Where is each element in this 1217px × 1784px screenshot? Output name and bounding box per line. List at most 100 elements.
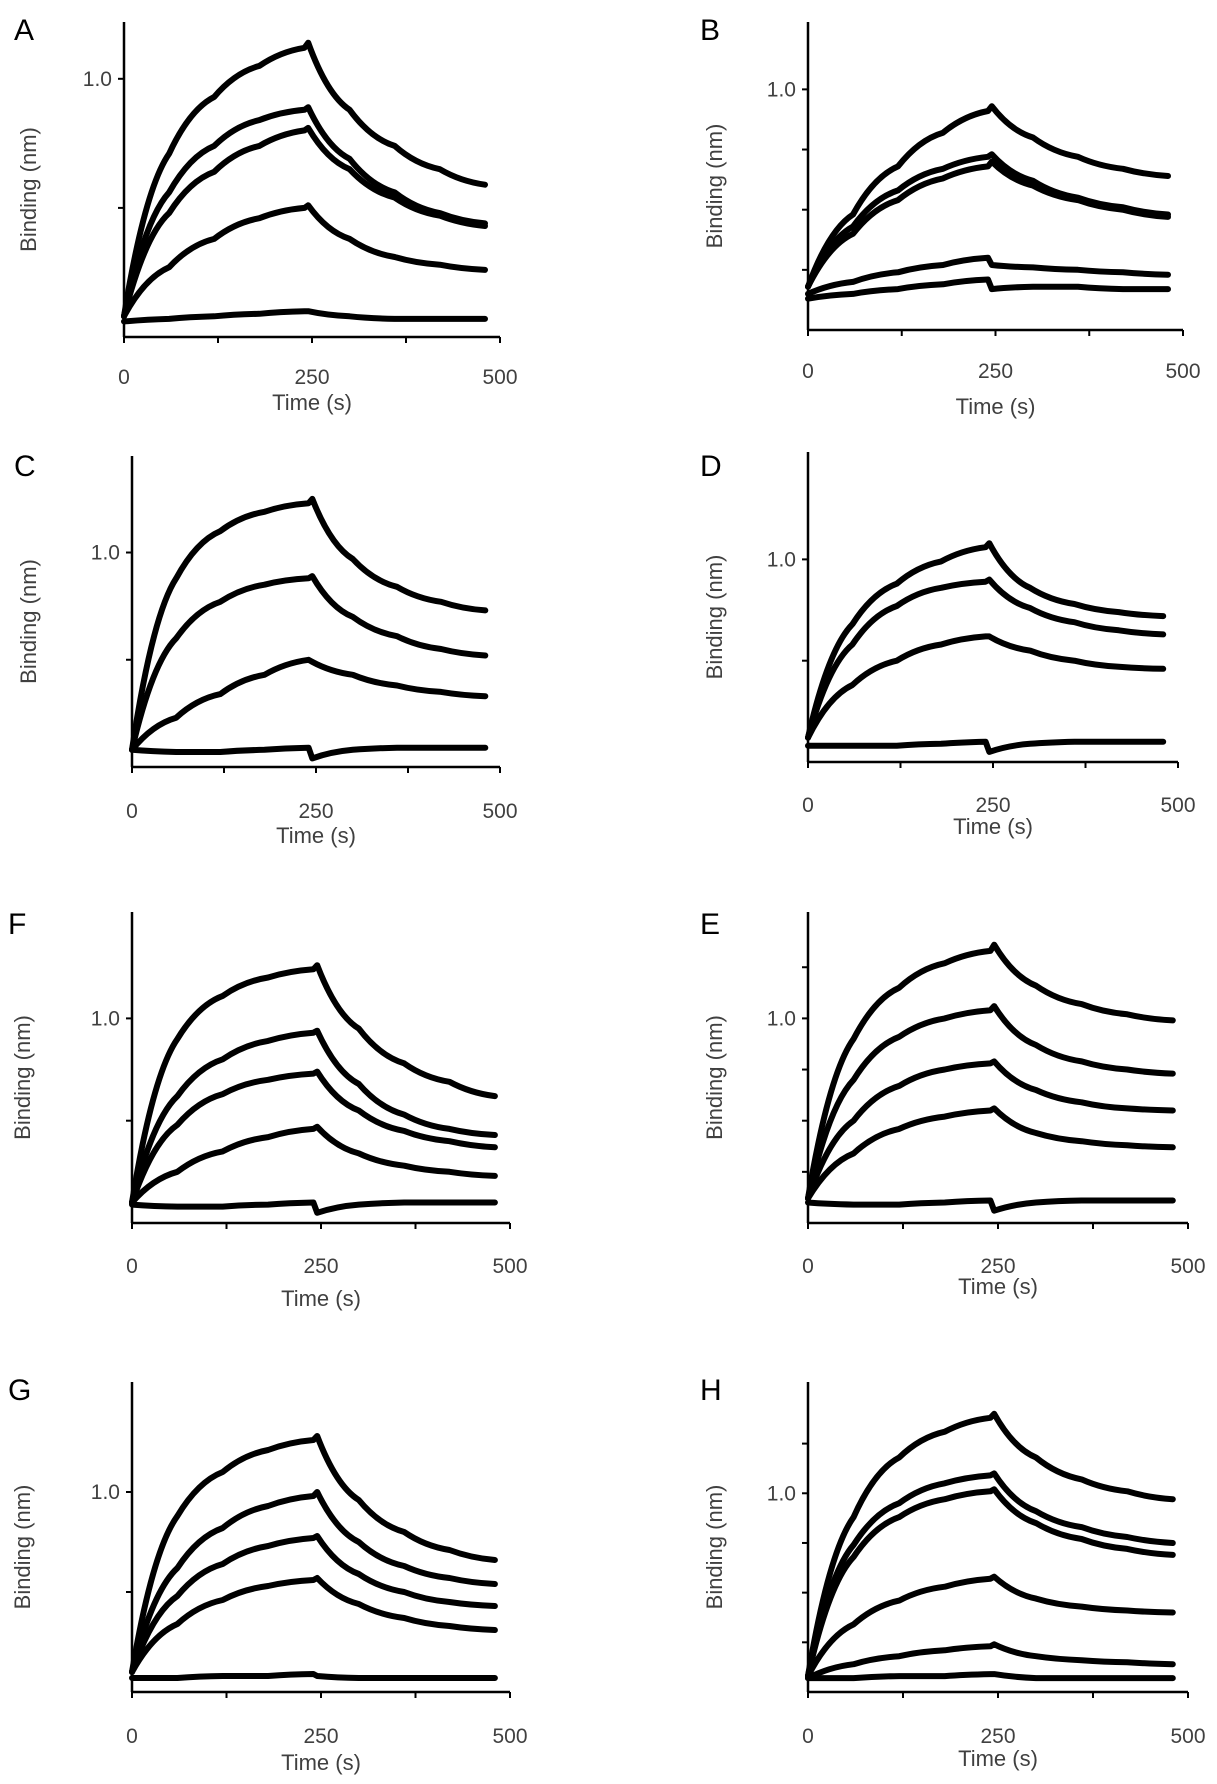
series-line-c-3	[129, 656, 489, 753]
x-tick-label: 250	[298, 800, 333, 823]
x-axis-label: Time (s)	[281, 1286, 361, 1311]
x-tick-label: 250	[303, 1255, 338, 1278]
series-line-d-2	[805, 576, 1167, 741]
y-tick-label: 1.0	[83, 68, 112, 91]
y-axis-label: Binding (nm)	[16, 127, 41, 252]
x-axis-label: Time (s)	[953, 814, 1033, 839]
series-line-a-2	[121, 104, 488, 320]
series-line-h-2	[805, 1470, 1176, 1680]
x-tick-label: 500	[1160, 794, 1195, 817]
panel-letter-b: B	[700, 14, 720, 47]
series-line-d-4	[805, 738, 1167, 755]
x-axis-label: Time (s)	[958, 1746, 1038, 1771]
series-line-f-4	[129, 1123, 498, 1206]
x-tick-label: 0	[118, 366, 130, 389]
series-line-d-1	[805, 540, 1167, 741]
series-line-c-2	[129, 573, 489, 753]
x-tick-label: 250	[975, 794, 1010, 817]
panel-c: C 0 250 500 1.0 Time (s) Binding (nm)	[14, 450, 518, 848]
panel-letter-h: H	[700, 1374, 722, 1407]
y-axis-label: Binding (nm)	[702, 1015, 727, 1140]
x-tick-label: 500	[1170, 1255, 1205, 1278]
series-line-a-1	[121, 39, 488, 320]
x-tick-label: 500	[492, 1255, 527, 1278]
series-line-c-1	[129, 495, 489, 753]
x-tick-label: 0	[802, 794, 814, 817]
x-axis-label: Time (s)	[276, 823, 356, 848]
y-axis-label: Binding (nm)	[702, 1485, 727, 1610]
y-axis-label: Binding (nm)	[702, 124, 727, 249]
series-line-d-3	[805, 633, 1167, 741]
x-tick-label: 250	[980, 1255, 1015, 1278]
y-axis-label: Binding (nm)	[702, 555, 727, 680]
x-tick-label: 250	[303, 1725, 338, 1748]
series-line-e-5	[805, 1197, 1176, 1214]
y-tick-label: 1.0	[767, 78, 796, 101]
x-tick-label: 0	[126, 800, 138, 823]
series-line-e-3	[805, 1058, 1176, 1202]
series-line-g-2	[129, 1489, 498, 1675]
x-tick-label: 0	[802, 360, 814, 383]
x-tick-label: 500	[1165, 360, 1200, 383]
x-axis-label: Time (s)	[281, 1750, 361, 1775]
y-axis-label: Binding (nm)	[16, 559, 41, 684]
panel-h: H 0 250 500 1.0 Time (s) Binding (nm)	[700, 1374, 1206, 1771]
x-tick-label: 500	[482, 800, 517, 823]
series-line-h-5	[805, 1641, 1176, 1682]
y-tick-label: 1.0	[767, 1007, 796, 1030]
x-tick-label: 0	[126, 1725, 138, 1748]
y-tick-label: 1.0	[767, 548, 796, 571]
series-line-f-1	[129, 962, 498, 1206]
series-line-g-1	[129, 1433, 498, 1675]
x-tick-label: 500	[1170, 1725, 1205, 1748]
y-tick-label: 1.0	[767, 1482, 796, 1505]
panel-e: E 0 250 500 1.0 Time (s) Binding (nm)	[700, 908, 1206, 1299]
series-line-b-5	[805, 276, 1171, 302]
x-tick-label: 250	[980, 1725, 1015, 1748]
y-axis-label: Binding (nm)	[10, 1015, 35, 1140]
series-line-g-4	[129, 1575, 498, 1675]
x-tick-label: 0	[126, 1255, 138, 1278]
x-tick-label: 250	[978, 360, 1013, 383]
series-line-b-3	[805, 158, 1171, 290]
series-line-f-3	[129, 1068, 498, 1206]
x-tick-label: 500	[492, 1725, 527, 1748]
y-axis-label: Binding (nm)	[10, 1485, 35, 1610]
series-line-h-6	[805, 1671, 1176, 1682]
series-line-e-4	[805, 1105, 1176, 1202]
series-line-h-1	[805, 1410, 1176, 1680]
series-line-c-4	[129, 744, 489, 762]
y-tick-label: 1.0	[91, 1007, 120, 1030]
panel-g: G 0 250 500 1.0 Time (s) Binding (nm)	[8, 1374, 528, 1775]
panel-b: B 0 250 500 1.0 Time (s) Binding (nm)	[700, 14, 1201, 419]
panel-letter-d: D	[700, 450, 722, 483]
series-line-e-1	[805, 941, 1176, 1202]
series-line-a-4	[121, 202, 488, 320]
series-line-g-3	[129, 1533, 498, 1675]
panel-a: A 0 250 500 1.0 Time (s) Binding (nm)	[14, 14, 518, 415]
panel-letter-a: A	[14, 14, 34, 47]
panel-letter-g: G	[8, 1374, 31, 1407]
series-line-b-4	[805, 254, 1171, 297]
panel-letter-c: C	[14, 450, 36, 483]
series-line-h-3	[805, 1486, 1176, 1680]
series-line-g-5	[129, 1671, 498, 1681]
panel-letter-f: F	[8, 908, 26, 941]
series-line-f-5	[129, 1199, 498, 1216]
x-tick-label: 0	[802, 1255, 814, 1278]
x-tick-label: 250	[294, 366, 329, 389]
x-tick-label: 0	[802, 1725, 814, 1748]
series-line-a-5	[121, 308, 488, 325]
x-tick-label: 500	[482, 366, 517, 389]
panel-letter-e: E	[700, 908, 720, 941]
x-axis-label: Time (s)	[958, 1274, 1038, 1299]
panel-f: F 0 250 500 1.0 Time (s) Binding (nm)	[8, 908, 528, 1311]
x-axis-label: Time (s)	[272, 390, 352, 415]
series-line-h-4	[805, 1573, 1176, 1680]
x-axis-label: Time (s)	[956, 394, 1036, 419]
series-line-a-3	[121, 124, 488, 320]
panel-d: D 0 250 500 1.0 Time (s) Binding (nm)	[700, 450, 1196, 839]
series-line-b-1	[805, 103, 1171, 290]
y-tick-label: 1.0	[91, 1481, 120, 1504]
